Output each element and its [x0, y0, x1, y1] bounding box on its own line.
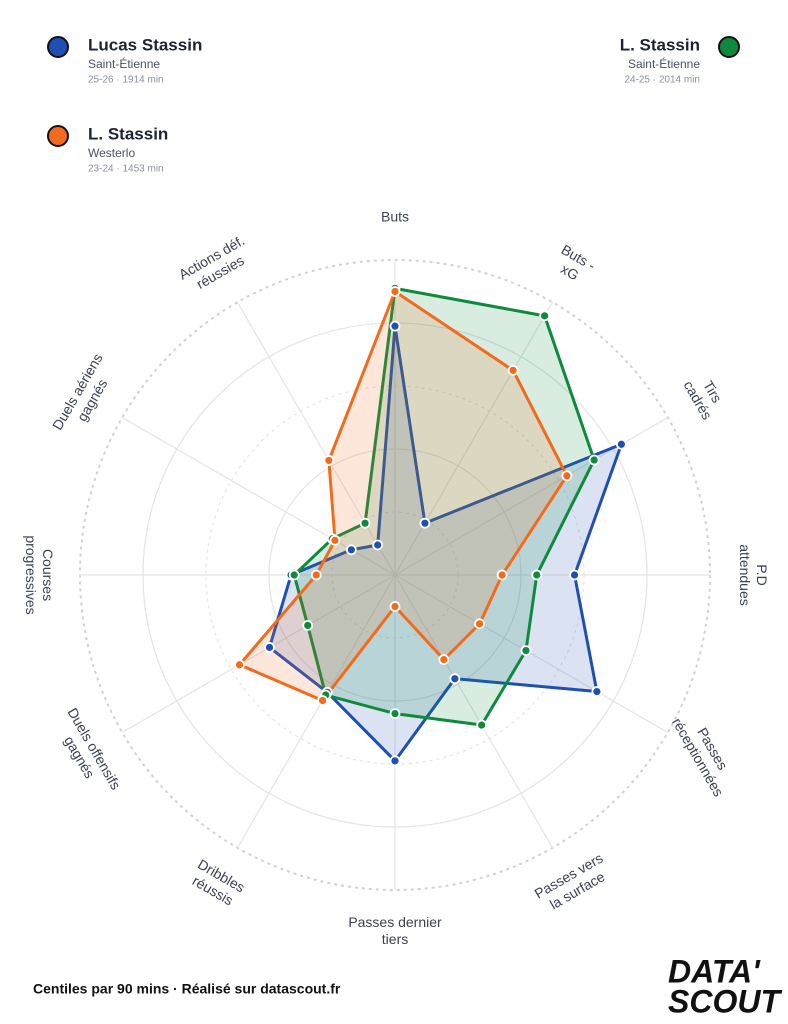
axis-label: Actions déf.réussies	[176, 232, 247, 292]
radar-point	[310, 569, 322, 581]
radar-point	[264, 642, 275, 653]
legend-meta: 25-26 · 1914 min	[88, 75, 164, 86]
legend-swatch	[47, 36, 69, 58]
radar-point	[496, 569, 508, 581]
axis-label-line: progressives	[23, 535, 39, 614]
spoke	[121, 574, 396, 734]
spoke	[236, 574, 396, 849]
radar-point	[389, 286, 401, 297]
radar-point	[359, 517, 371, 529]
radar-point	[561, 470, 573, 482]
radar-point	[389, 320, 401, 332]
radar-point	[476, 719, 488, 731]
legend-team: Saint-Étienne	[628, 56, 700, 71]
radar-point	[588, 454, 600, 466]
axis-label: Buts -xG	[558, 241, 598, 284]
radar-point	[616, 438, 627, 450]
radar-point	[317, 695, 328, 706]
radar-point	[345, 544, 357, 556]
radar-point	[474, 618, 485, 630]
legend-name: L. Stassin	[620, 35, 700, 54]
radar-point	[389, 601, 401, 612]
radar-point	[449, 673, 461, 685]
legend-name: L. Stassin	[88, 124, 168, 143]
radar-point	[288, 569, 300, 581]
axis-label-line: attendues	[737, 544, 753, 606]
spoke	[394, 574, 669, 734]
radar-point	[591, 686, 603, 697]
axis-label-line: Buts	[381, 209, 409, 225]
axis-label-line: Courses	[40, 549, 56, 601]
spoke	[236, 301, 396, 576]
legend-name: Lucas Stassin	[88, 35, 202, 54]
radar-point	[520, 645, 532, 656]
radar-point	[531, 569, 543, 581]
radar-point	[507, 365, 519, 376]
radar-point	[438, 654, 450, 665]
radar-point	[419, 517, 431, 529]
legend-swatch	[718, 36, 740, 58]
radar-point	[389, 755, 401, 767]
radar-point	[372, 539, 384, 551]
legend-team: Westerlo	[88, 146, 135, 160]
axis-label-line: tiers	[382, 931, 408, 947]
radar-point	[389, 708, 401, 719]
axis-label: Buts	[381, 209, 409, 225]
spoke	[394, 574, 554, 849]
legend-team: Saint-Étienne	[88, 56, 160, 71]
radar-point	[539, 310, 551, 322]
logo: DATA'	[668, 953, 761, 989]
legend: Lucas Stassin Saint-Étienne 25-26 · 1914…	[47, 35, 740, 175]
legend-swatch	[47, 125, 69, 147]
footer: Centiles par 90 mins · Réalisé sur datas…	[33, 981, 341, 997]
legend-meta: 24-25 · 2014 min	[624, 75, 700, 86]
spoke	[394, 301, 554, 576]
logo: SCOUT	[668, 983, 782, 1019]
axis-label-line: Passes dernier	[348, 914, 442, 930]
radar-point	[234, 659, 245, 671]
radar-point	[329, 534, 341, 546]
legend-meta: 23-24 · 1453 min	[88, 164, 164, 175]
axis-label-line: P.D	[754, 564, 770, 586]
axis-label-line: xG	[558, 261, 581, 284]
radar-point	[569, 569, 580, 581]
radar-point	[302, 620, 314, 631]
radar-point	[323, 455, 335, 466]
